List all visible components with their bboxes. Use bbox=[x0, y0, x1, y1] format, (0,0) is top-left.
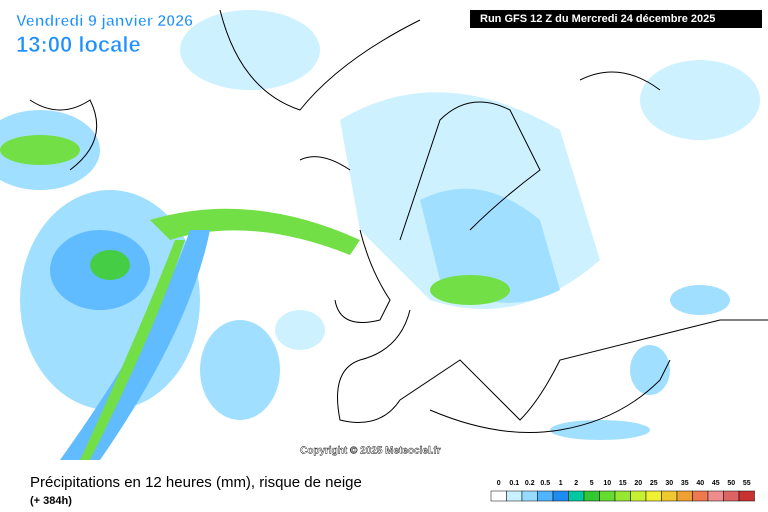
footer-title: Précipitations en 12 heures (mm), risque… bbox=[30, 474, 362, 491]
legend-label: 10 bbox=[603, 480, 611, 487]
legend-label: 30 bbox=[665, 480, 673, 487]
legend-label: 0 bbox=[497, 480, 501, 487]
legend-label: 45 bbox=[712, 480, 720, 487]
precipitation bbox=[0, 10, 760, 460]
legend-swatch bbox=[537, 490, 554, 502]
footer-lead: (+ 384h) bbox=[30, 495, 72, 507]
legend-label: 0.1 bbox=[509, 480, 519, 487]
legend-label: 50 bbox=[727, 480, 735, 487]
legend-swatch bbox=[645, 490, 662, 502]
legend-swatch bbox=[738, 490, 755, 502]
legend-swatch bbox=[552, 490, 569, 502]
legend-label: 40 bbox=[696, 480, 704, 487]
coastlines bbox=[29, 9, 768, 433]
legend-label: 55 bbox=[743, 480, 751, 487]
legend-label: 20 bbox=[634, 480, 642, 487]
legend-swatch bbox=[583, 490, 600, 502]
forecast-time: 13:00 locale bbox=[16, 32, 141, 57]
legend-swatch bbox=[723, 490, 740, 502]
legend: 0 0.1 0.2 0.5 1 2 5 10 15 20 25 30 35 40 45 50 55 bbox=[490, 480, 755, 502]
copyright: Copyright © 2025 Meteociel.fr bbox=[300, 446, 441, 457]
legend-swatch bbox=[661, 490, 678, 502]
legend-label: 25 bbox=[650, 480, 658, 487]
legend-swatch bbox=[568, 490, 585, 502]
legend-swatch bbox=[630, 490, 647, 502]
legend-swatch bbox=[676, 490, 693, 502]
legend-swatch bbox=[599, 490, 616, 502]
legend-swatch bbox=[614, 490, 631, 502]
legend-label: 5 bbox=[590, 480, 594, 487]
legend-swatch bbox=[707, 490, 724, 502]
run-info: Run GFS 12 Z du Mercredi 24 décembre 202… bbox=[480, 13, 715, 25]
legend-label: 0.2 bbox=[525, 480, 535, 487]
legend-label: 15 bbox=[619, 480, 627, 487]
legend-swatch bbox=[490, 490, 507, 502]
legend-swatch bbox=[692, 490, 709, 502]
legend-swatch bbox=[506, 490, 523, 502]
legend-label: 0.5 bbox=[540, 480, 550, 487]
legend-swatch bbox=[521, 490, 538, 502]
forecast-date: Vendredi 9 janvier 2026 bbox=[16, 13, 193, 30]
legend-label: 2 bbox=[574, 480, 578, 487]
legend-label: 35 bbox=[681, 480, 689, 487]
run-box bbox=[470, 10, 762, 28]
legend-label: 1 bbox=[559, 480, 563, 487]
